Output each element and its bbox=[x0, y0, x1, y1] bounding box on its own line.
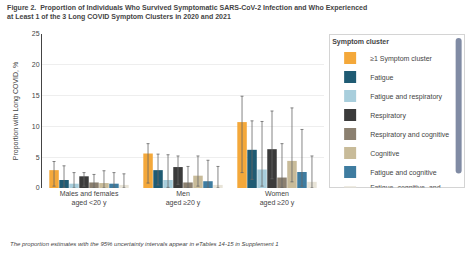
svg-text:Womenaged ≥20 y: Womenaged ≥20 y bbox=[260, 190, 295, 207]
svg-text:Respiratory and cognitive: Respiratory and cognitive bbox=[370, 131, 449, 139]
svg-text:5: 5 bbox=[36, 154, 40, 161]
svg-text:Fatigue: Fatigue bbox=[370, 74, 393, 82]
svg-text:Proportion with Long COVID, %: Proportion with Long COVID, % bbox=[12, 62, 20, 160]
svg-text:25: 25 bbox=[32, 30, 40, 37]
svg-text:0: 0 bbox=[36, 184, 40, 191]
svg-text:10: 10 bbox=[32, 123, 40, 130]
svg-text:Cognitive: Cognitive bbox=[370, 150, 399, 158]
svg-text:The proportion estimates with: The proportion estimates with the 95% un… bbox=[10, 241, 279, 247]
svg-text:Fatigue and cognitive: Fatigue and cognitive bbox=[370, 169, 437, 177]
html-text:respiratory: respiratory bbox=[370, 193, 404, 201]
svg-text:Males and femalesaged <20 y: Males and femalesaged <20 y bbox=[60, 190, 119, 207]
svg-text:Fatigue and respiratory: Fatigue and respiratory bbox=[370, 93, 442, 101]
svg-text:Respiratory: Respiratory bbox=[370, 112, 406, 120]
svg-text:Fatigue, cognitive, andrespira: Fatigue, cognitive, andrespiratory bbox=[370, 184, 441, 187]
svg-text:15: 15 bbox=[32, 92, 40, 99]
svg-text:≥1 Symptom cluster: ≥1 Symptom cluster bbox=[370, 55, 432, 63]
svg-text:Figure 2. Proportion of Indiv: Figure 2. Proportion of Individuals Who … bbox=[7, 4, 367, 21]
svg-text:Symptom cluster: Symptom cluster bbox=[332, 38, 389, 46]
svg-text:20: 20 bbox=[32, 61, 40, 68]
svg-text:Menaged ≥20 y: Menaged ≥20 y bbox=[166, 190, 201, 207]
